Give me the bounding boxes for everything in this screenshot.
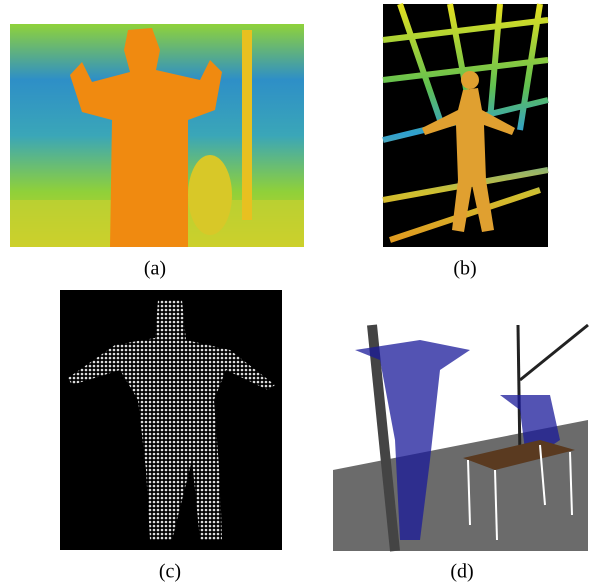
page: (a) (b) (c) (d) (() => { const data = JS… [0, 0, 598, 587]
panel-a-image [10, 24, 304, 247]
panel-b-image [383, 4, 548, 247]
panel-c-image [60, 290, 282, 550]
figure: (a) (b) (c) (d) [0, 0, 598, 587]
caption: (c) [159, 561, 181, 583]
caption: (b) [453, 258, 476, 280]
panel-d-image [333, 323, 588, 551]
caption: (a) [144, 258, 166, 280]
caption: (d) [450, 561, 473, 583]
